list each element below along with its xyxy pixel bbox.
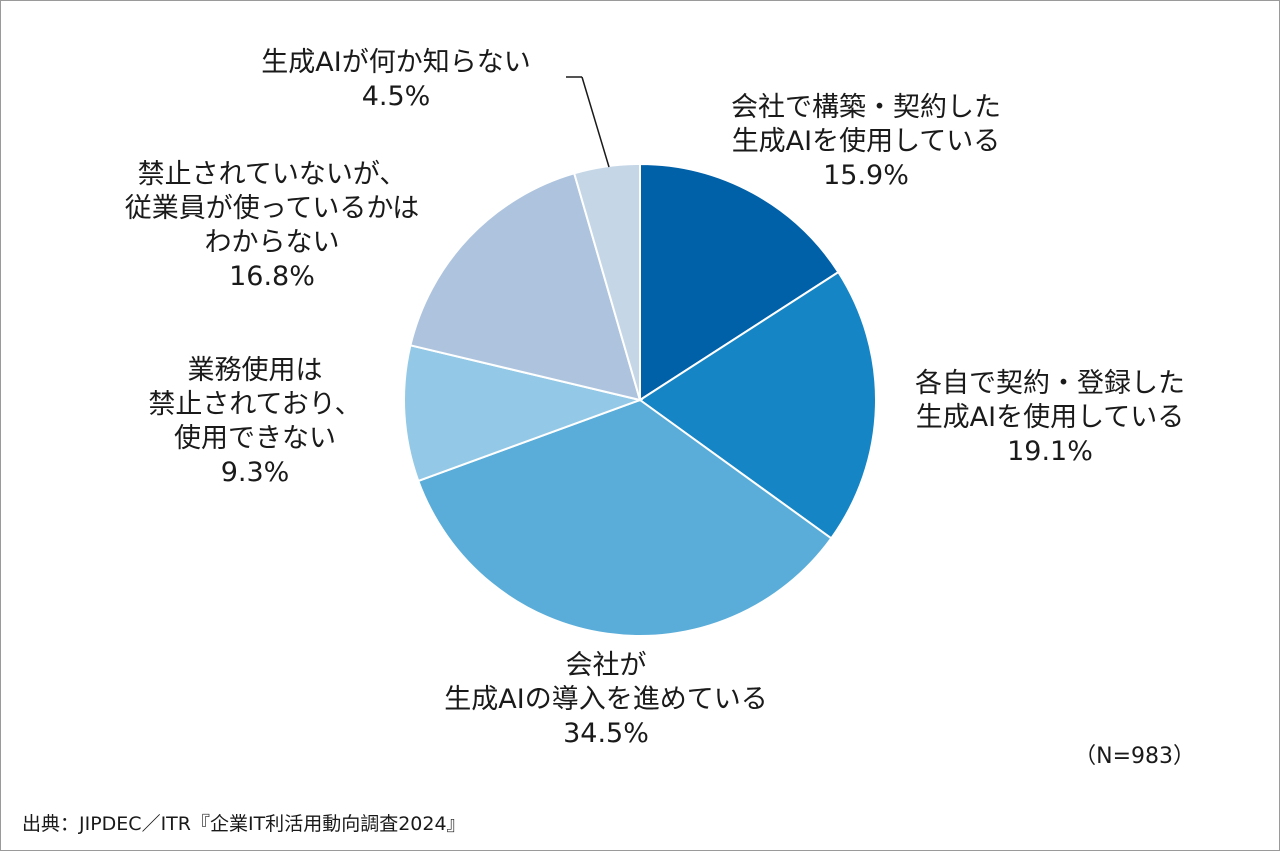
slice-label-4: 業務使用は禁止されており、使用できない 9.3% — [148, 355, 361, 488]
slice-label-line: 使用できない — [174, 423, 336, 454]
pie-slices — [403, 162, 878, 637]
slice-value-label: 34.5% — [563, 718, 649, 749]
slice-label-6: 生成AIが何か知らない 4.5% — [261, 47, 530, 112]
slice-label-line: 生成AIを使用している — [916, 402, 1185, 433]
pie-slice-5 — [409, 172, 642, 402]
slice-label-line: 会社で構築・契約した — [731, 92, 1001, 123]
slice-label-2: 各自で契約・登録した生成AIを使用している 19.1% — [915, 368, 1185, 467]
slice-label-line: 禁止されていないが、 — [138, 159, 407, 190]
slice-value-label: 4.5% — [362, 81, 431, 112]
slice-value-label: 9.3% — [221, 457, 290, 488]
slice-value-label: 19.1% — [1007, 436, 1093, 467]
pie-slice-2 — [638, 270, 878, 540]
pie-slice-3 — [417, 398, 833, 637]
slice-value-label: 15.9% — [823, 160, 909, 191]
pie-slice-4 — [403, 344, 644, 483]
sample-size-note: （N=983） — [1074, 744, 1195, 769]
source-caption: 出典：JIPDEC／ITR『企業IT利活用動向調査2024』 — [22, 813, 466, 835]
slice-labels: 会社で構築・契約した生成AIを使用している 15.9%各自で契約・登録した生成AI… — [125, 47, 1185, 749]
slice-label-line: 会社が — [566, 650, 647, 681]
pie-slice-6 — [572, 162, 641, 401]
slice-label-line: 生成AIの導入を進めている — [444, 684, 767, 715]
slice-label-1: 会社で構築・契約した生成AIを使用している 15.9% — [731, 92, 1001, 191]
slice-label-5: 禁止されていないが、従業員が使っているかはわからない 16.8% — [125, 159, 420, 292]
slice-label-line: わからない — [205, 227, 340, 258]
slice-value-label: 16.8% — [229, 261, 315, 292]
slice-label-line: 生成AIが何か知らない — [261, 47, 530, 78]
slice-label-line: 各自で契約・登録した — [915, 368, 1185, 399]
slice-label-line: 生成AIを使用している — [732, 126, 1001, 157]
pie-slice-1 — [639, 162, 840, 402]
slice-label-line: 業務使用は — [188, 355, 323, 386]
slice-label-line: 従業員が使っているかは — [125, 193, 420, 224]
slice-label-3: 会社が生成AIの導入を進めている 34.5% — [444, 650, 767, 749]
slice-label-line: 禁止されており、 — [148, 389, 361, 420]
leader-line — [581, 76, 610, 168]
